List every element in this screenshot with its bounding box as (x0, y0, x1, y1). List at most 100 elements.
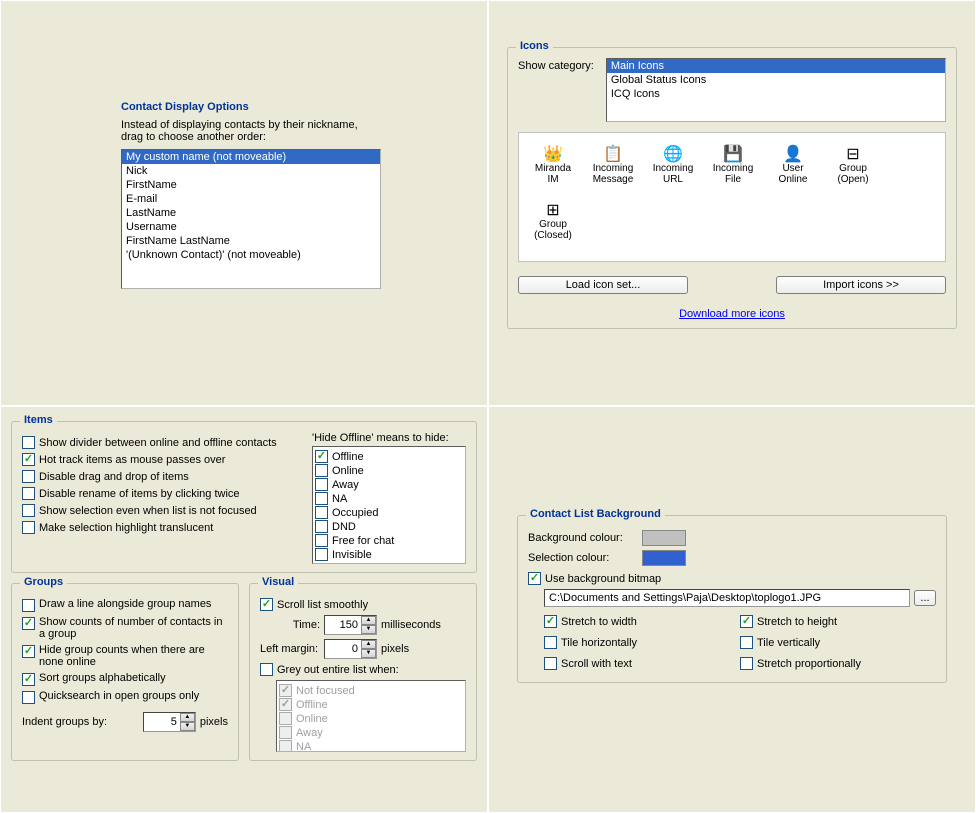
use-bitmap-checkbox[interactable] (528, 572, 541, 585)
hide-offline-listbox[interactable]: OfflineOnlineAwayNAOccupiedDNDFree for c… (312, 446, 466, 564)
groups-checkbox[interactable] (22, 673, 35, 686)
clbg-option-checkbox[interactable] (740, 615, 753, 628)
time-input[interactable] (325, 618, 361, 632)
items-checkbox[interactable] (22, 436, 35, 449)
contact-display-item[interactable]: FirstName LastName (122, 234, 380, 248)
icon-category-item[interactable]: ICQ Icons (607, 87, 945, 101)
items-checkbox-label: Disable drag and drop of items (39, 471, 189, 483)
items-checkbox[interactable] (22, 470, 35, 483)
miranda-im-icon[interactable]: 👑MirandaIM (525, 143, 581, 195)
hide-state-checkbox[interactable] (315, 492, 328, 505)
incoming-url-icon[interactable]: 🌐IncomingURL (645, 143, 701, 195)
visual-title: Visual (258, 576, 298, 588)
clbg-option-checkbox[interactable] (740, 657, 753, 670)
user-online-icon[interactable]: 👤UserOnline (765, 143, 821, 195)
contact-display-item[interactable]: LastName (122, 206, 380, 220)
items-checkbox-label: Show divider between online and offline … (39, 437, 277, 449)
group-closed-icon-glyph: ⊞ (527, 201, 579, 219)
hide-state-label: Online (332, 465, 364, 477)
use-bitmap-label: Use background bitmap (545, 573, 661, 585)
group-closed-icon[interactable]: ⊞Group(Closed) (525, 199, 581, 251)
items-title: Items (20, 414, 57, 426)
clbg-option-checkbox[interactable] (740, 636, 753, 649)
hide-state-checkbox[interactable] (315, 520, 328, 533)
incoming-message-icon[interactable]: 📋IncomingMessage (585, 143, 641, 195)
indent-down-button[interactable]: ▼ (180, 722, 195, 731)
contact-display-item[interactable]: Username (122, 220, 380, 234)
grey-state-checkbox (279, 712, 292, 725)
hide-state-checkbox[interactable] (315, 534, 328, 547)
contact-display-desc: Instead of displaying contacts by their … (121, 119, 381, 143)
clbg-option-checkbox[interactable] (544, 615, 557, 628)
groups-checkbox-label: Draw a line alongside group names (39, 598, 211, 610)
groups-checkbox[interactable] (22, 691, 35, 704)
contact-display-item[interactable]: '(Unknown Contact)' (not moveable) (122, 248, 380, 262)
contact-display-item[interactable]: My custom name (not moveable) (122, 150, 380, 164)
miranda-im-icon-glyph: 👑 (527, 145, 579, 163)
icons-title: Icons (516, 40, 553, 52)
grey-out-label: Grey out entire list when: (277, 664, 399, 676)
indent-up-button[interactable]: ▲ (180, 713, 195, 722)
scroll-smoothly-checkbox[interactable] (260, 598, 273, 611)
hide-state-checkbox[interactable] (315, 478, 328, 491)
import-icons-button[interactable]: Import icons >> (776, 276, 946, 294)
indent-groups-input[interactable] (144, 715, 180, 729)
items-checkbox[interactable] (22, 521, 35, 534)
icon-category-item[interactable]: Main Icons (607, 59, 945, 73)
contact-display-title: Contact Display Options (121, 101, 381, 113)
groups-checkbox-label: Quicksearch in open groups only (39, 690, 199, 702)
clbg-option-checkbox[interactable] (544, 657, 557, 670)
contact-display-item[interactable]: FirstName (122, 178, 380, 192)
margin-up-button[interactable]: ▲ (361, 640, 376, 649)
contact-display-item[interactable]: E-mail (122, 192, 380, 206)
groups-checkbox[interactable] (22, 617, 35, 630)
groups-checkbox[interactable] (22, 645, 35, 658)
groups-checkbox[interactable] (22, 599, 35, 612)
icon-category-item[interactable]: Global Status Icons (607, 73, 945, 87)
bg-color-swatch[interactable] (642, 530, 686, 546)
grey-out-checkbox[interactable] (260, 663, 273, 676)
browse-button[interactable]: ... (914, 590, 936, 606)
load-icon-set-button[interactable]: Load icon set... (518, 276, 688, 294)
margin-down-button[interactable]: ▼ (361, 649, 376, 658)
user-online-icon-glyph: 👤 (767, 145, 819, 163)
grey-state-label: Offline (296, 699, 328, 711)
hide-state-checkbox[interactable] (315, 548, 328, 561)
indent-groups-label: Indent groups by: (22, 716, 107, 728)
hide-state-checkbox[interactable] (315, 450, 328, 463)
contact-display-listbox[interactable]: My custom name (not moveable)NickFirstNa… (121, 149, 381, 289)
bitmap-path-field[interactable] (544, 589, 910, 607)
hide-state-label: NA (332, 493, 347, 505)
grey-state-label: Online (296, 713, 328, 725)
icon-category-listbox[interactable]: Main IconsGlobal Status IconsICQ Icons (606, 58, 946, 122)
clbg-title: Contact List Background (526, 508, 665, 520)
items-checkbox-label: Hot track items as mouse passes over (39, 454, 225, 466)
items-checkbox[interactable] (22, 487, 35, 500)
icon-grid[interactable]: 👑MirandaIM📋IncomingMessage🌐IncomingURL💾I… (518, 132, 946, 262)
contact-display-item[interactable]: Nick (122, 164, 380, 178)
time-spinner[interactable]: ▲ ▼ (324, 615, 377, 635)
hide-state-label: DND (332, 521, 356, 533)
items-checkbox[interactable] (22, 504, 35, 517)
hide-state-checkbox[interactable] (315, 464, 328, 477)
time-up-button[interactable]: ▲ (361, 616, 376, 625)
clbg-option-label: Scroll with text (561, 658, 632, 670)
icons-panel: Icons Show category: Main IconsGlobal St… (488, 0, 976, 406)
download-more-icons-link[interactable]: Download more icons (679, 308, 785, 320)
grey-out-listbox[interactable]: Not focusedOfflineOnlineAwayNA (276, 680, 466, 752)
items-checkbox[interactable] (22, 453, 35, 466)
time-down-button[interactable]: ▼ (361, 625, 376, 634)
incoming-file-icon[interactable]: 💾IncomingFile (705, 143, 761, 195)
grey-state-checkbox (279, 726, 292, 739)
grey-state-checkbox (279, 684, 292, 697)
left-margin-input[interactable] (325, 642, 361, 656)
indent-groups-spinner[interactable]: ▲ ▼ (143, 712, 196, 732)
list-options-panel: Items Show divider between online and of… (0, 406, 488, 813)
clbg-option-label: Stretch proportionally (757, 658, 861, 670)
hide-state-checkbox[interactable] (315, 506, 328, 519)
left-margin-spinner[interactable]: ▲ ▼ (324, 639, 377, 659)
group-open-icon[interactable]: ⊟Group(Open) (825, 143, 881, 195)
clbg-option-checkbox[interactable] (544, 636, 557, 649)
grey-state-label: Away (296, 727, 323, 739)
sel-color-swatch[interactable] (642, 550, 686, 566)
